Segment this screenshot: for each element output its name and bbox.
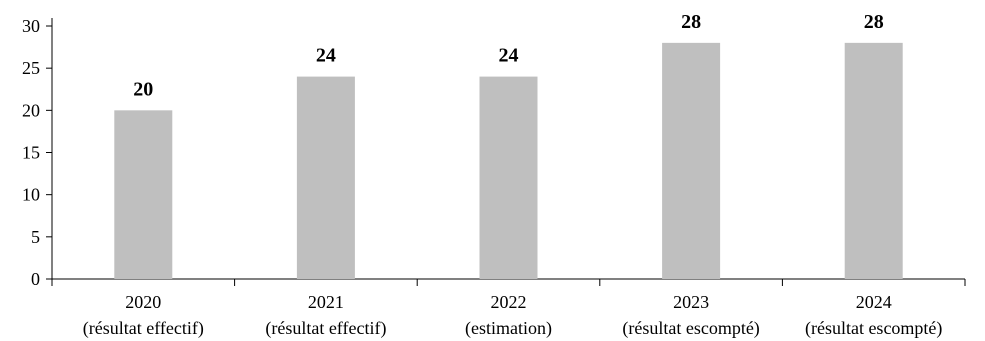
data-label: 28 [681,11,701,33]
y-tick-label: 10 [22,185,40,205]
x-tick-label-year: 2022 [491,292,527,312]
x-tick-label-status: (résultat effectif) [265,318,386,339]
y-tick-label: 15 [22,143,40,163]
bar [114,110,173,279]
y-tick-label: 5 [31,227,40,247]
x-tick-label-status: (résultat effectif) [83,318,204,339]
y-tick-label: 25 [22,58,40,78]
x-tick-label-year: 2024 [856,292,892,312]
x-tick-label-year: 2020 [125,292,161,312]
x-tick-label-status: (résultat escompté) [805,318,942,339]
data-label: 24 [316,45,336,67]
bar [479,76,538,279]
bar [662,42,721,279]
data-label: 28 [864,11,884,33]
data-label: 24 [499,45,519,67]
bars [114,42,903,279]
y-tick-label: 20 [22,100,40,120]
bar [844,42,903,279]
axes: 0 5 10 15 20 25 30 [22,16,966,289]
x-tick-label-status: (résultat escompté) [622,318,759,339]
data-label: 20 [133,78,153,100]
x-tick-label-status: (estimation) [465,318,552,339]
x-tick-label-year: 2023 [673,292,709,312]
y-tick-label: 0 [31,269,40,289]
y-tick-label: 30 [22,16,40,36]
x-tick-label-year: 2021 [308,292,344,312]
bar [296,76,355,279]
